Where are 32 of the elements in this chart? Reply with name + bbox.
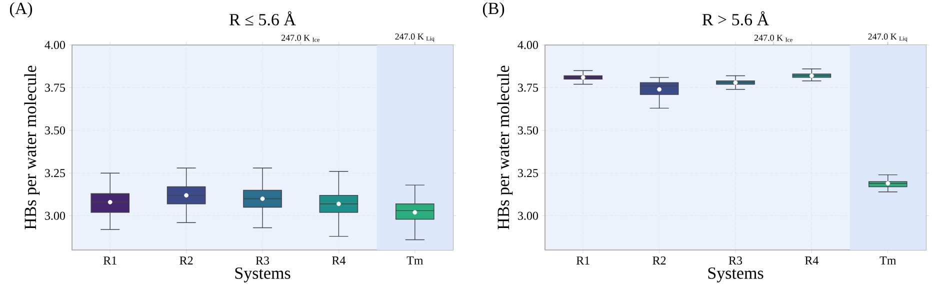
text: 247.0 K $_{Liq}$ — [868, 34, 908, 42]
y-tick-label: 3.00 — [45, 212, 66, 220]
x-tick-label: R4 — [332, 256, 346, 264]
chart-title: R ≤ 5.6 Å — [230, 11, 296, 26]
x-tick-label: R1 — [576, 256, 590, 264]
y-tick-label: 3.25 — [518, 169, 538, 178]
y-tick-label: 3.50 — [45, 126, 66, 134]
x-tick-label: Tm — [406, 256, 424, 264]
y-tick-label: 3.00 — [518, 212, 538, 220]
x-tick-label: Tm — [880, 256, 896, 264]
text: 247.0 K $_{Liq}$ — [395, 34, 434, 42]
x-tick-label: R3 — [256, 256, 270, 265]
y-axis-title: HBs per water molecule — [24, 66, 40, 230]
x-tick-label: R2 — [652, 256, 666, 264]
x-tick-label: R3 — [728, 256, 742, 265]
text: 247.0 K $_{Ice}$ — [281, 34, 320, 42]
text: (A) — [10, 2, 32, 18]
x-tick-label: R1 — [103, 256, 116, 264]
text: 247.0 K $_{Ice}$ — [754, 34, 792, 42]
text: (B) — [482, 2, 504, 18]
x-axis-title: Systems — [235, 267, 290, 282]
x-axis-title: Systems — [708, 267, 764, 282]
y-tick-label: 3.50 — [518, 126, 538, 134]
y-tick-label: 3.75 — [45, 84, 66, 92]
y-tick-label: 4.00 — [44, 40, 66, 50]
x-tick-label: R4 — [805, 256, 819, 264]
y-axis-title: HBs per water molecule — [497, 66, 513, 230]
y-tick-label: 4.00 — [518, 40, 538, 50]
chart-title: R > 5.6 Å — [702, 11, 769, 26]
y-tick-label: 3.75 — [518, 84, 538, 92]
y-tick-label: 3.25 — [45, 169, 66, 178]
x-tick-label: R2 — [180, 256, 193, 264]
